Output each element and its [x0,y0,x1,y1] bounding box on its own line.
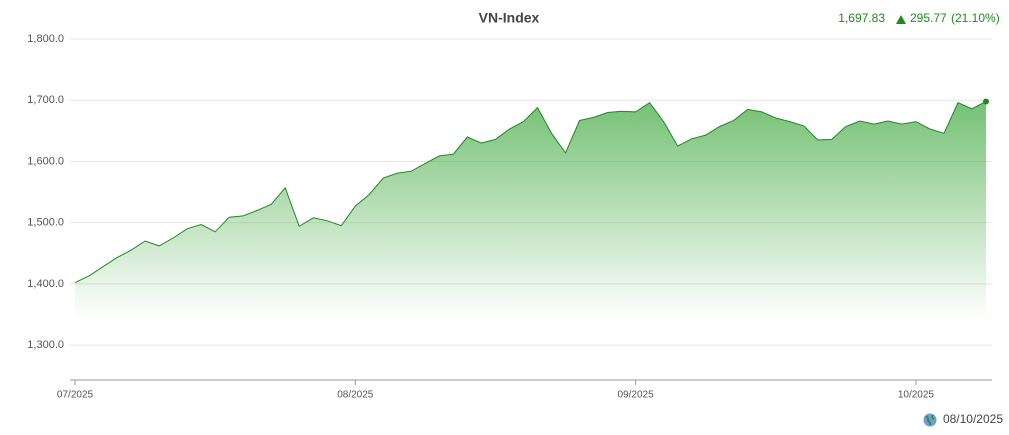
area [75,101,986,320]
x-tick-label: 09/2025 [618,390,655,401]
y-tick-label: 1,600.0 [27,155,64,167]
y-tick-label: 1,300.0 [27,339,64,351]
change-pct: (21.10%) [951,11,1000,25]
y-tick-label: 1,400.0 [27,278,64,290]
date: 08/10/2025 [943,412,1003,426]
up-arrow [896,15,906,24]
x-tick-label: 10/2025 [898,390,935,401]
line [74,101,987,284]
y-tick-label: 1,500.0 [27,217,64,229]
x-tick-label: 07/2025 [57,390,94,401]
last-value: 1,697.83 [838,11,885,25]
x-tick-label: 08/2025 [337,390,374,401]
change: 295.77 [910,11,947,25]
y-tick-label: 1,800.0 [27,33,64,45]
chart-title: VN-Index [479,10,540,26]
last-point [983,98,989,105]
y-tick-label: 1,700.0 [27,94,64,106]
globe-icon [923,413,937,427]
